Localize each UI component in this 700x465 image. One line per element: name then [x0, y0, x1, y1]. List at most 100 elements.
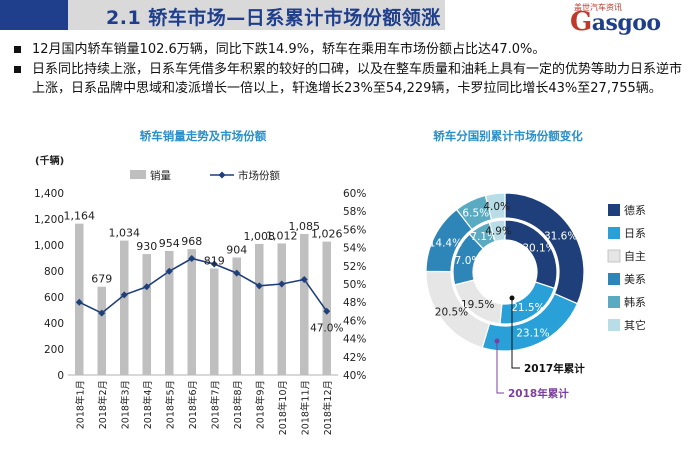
x-axis-tick-label: 2018年12月 — [322, 380, 334, 435]
left-axis-unit-label: (千辆) — [35, 154, 64, 167]
right-axis-tick-label: 40% — [343, 370, 366, 382]
bar-sales — [254, 243, 264, 375]
donut-value-label: 23.1% — [516, 327, 549, 339]
callout-dot-2018 — [494, 338, 500, 344]
right-axis-tick-label: 50% — [343, 279, 366, 291]
share-point-marker — [233, 269, 241, 277]
x-axis-tick-label: 2018年8月 — [232, 380, 244, 429]
share-point-marker — [120, 291, 128, 299]
right-axis-tick-label: 60% — [343, 188, 366, 200]
gasgoo-logo: 盖世汽车资讯 Gasgoo — [540, 2, 700, 37]
bar-sales — [299, 233, 309, 375]
donut-value-label: 19.5% — [461, 299, 494, 311]
donut-value-label: 14.4% — [429, 237, 462, 249]
bar-value-label: 1,164 — [64, 210, 96, 223]
donut-legend-label: 自主 — [624, 250, 646, 263]
header-accent-block — [0, 0, 68, 30]
donut-legend-swatch — [607, 249, 621, 263]
right-axis-tick-label: 42% — [343, 352, 366, 364]
ring-label-2018: 2018年累计 — [508, 387, 569, 400]
left-axis-tick-label: 800 — [44, 266, 64, 278]
callout-line-2018 — [496, 341, 504, 394]
bar-value-label: 1,026 — [311, 228, 343, 241]
charts-svg: 轿车销量走势及市场份额 (千辆) 销量 市场份额 0 200 400 600 800 1,000 1… — [34, 129, 646, 435]
donut-legend-swatch — [608, 227, 620, 239]
donut-chart-title: 轿车分国别累计市场份额变化 — [433, 129, 583, 143]
share-end-value-label: 47.0% — [310, 322, 343, 334]
bar-sales — [119, 240, 129, 375]
left-axis-tick-label: 600 — [44, 292, 64, 304]
bullet-item: 12月国内轿车销量102.6万辆，同比下跌14.9%，轿车在乘用车市场份额占比达… — [14, 40, 694, 60]
bar-value-label: 904 — [226, 243, 247, 256]
bullet-square-icon — [14, 65, 21, 73]
logo-wordmark: Gasgoo — [570, 7, 661, 37]
bullet-list: 12月国内轿车销量102.6万辆，同比下跌14.9%，轿车在乘用车市场份额占比达… — [14, 40, 694, 99]
donut-legend-swatch — [608, 273, 620, 285]
bullet-text: 日系同比持续上涨，日系车凭借多年积累的较好的口碑，以及在整车质量和油耗上具有一定… — [32, 61, 683, 97]
legend-marker-line — [218, 171, 226, 179]
donut-value-label: 20.5% — [435, 306, 468, 318]
callout-dot-2017 — [509, 295, 515, 301]
bar-sales — [142, 254, 152, 375]
donut-legend-swatch — [608, 204, 620, 216]
donut-value-label: 6.5% — [462, 207, 489, 219]
bar-sales — [277, 243, 287, 375]
ring-label-2017: 2017年累计 — [524, 362, 585, 375]
donut-value-label: 30.1% — [522, 242, 555, 254]
charts-area: 轿车销量走势及市场份额 (千辆) 销量 市场份额 0 200 400 600 800 1,000 1… — [0, 128, 700, 465]
right-axis-tick-label: 58% — [343, 206, 366, 218]
x-axis-tick-label: 2018年5月 — [164, 380, 176, 429]
legend-swatch-bar — [130, 170, 146, 179]
bar-value-label: 679 — [91, 273, 112, 286]
donut-legend-label: 其它 — [624, 318, 646, 332]
callout-line-2017 — [511, 298, 520, 369]
line-market-share — [78, 257, 328, 315]
donut-legend-label: 德系 — [624, 203, 646, 217]
header-band — [0, 0, 445, 30]
bar-value-label: 1,008 — [244, 230, 276, 243]
logo-tagline: 盖世汽车资讯 — [574, 3, 622, 12]
donut-value-label: 4.9% — [485, 225, 512, 237]
share-point-marker — [210, 260, 218, 268]
donut-value-label: 7.1% — [470, 231, 497, 243]
left-axis-tick-label: 1,400 — [34, 188, 64, 200]
slide-title: 2.1 轿车市场—日系累计市场份额领涨 — [106, 7, 441, 29]
bar-sales — [187, 249, 197, 375]
right-axis-tick-label: 46% — [343, 315, 366, 327]
donut-slice-outer — [484, 192, 506, 221]
share-point-marker — [278, 280, 286, 288]
x-axis-tick-label: 2018年11月 — [299, 380, 311, 435]
bar-value-label: 968 — [181, 235, 202, 248]
donut-legend-swatch — [608, 296, 620, 308]
share-point-marker — [98, 309, 106, 317]
bar-sales — [232, 257, 242, 375]
x-axis-tick-label: 2018年2月 — [97, 380, 109, 429]
bar-value-label: 1,034 — [109, 227, 141, 240]
left-axis-tick-label: 400 — [44, 318, 64, 330]
donut-legend-label: 美系 — [624, 273, 646, 286]
right-axis-tick-label: 48% — [343, 297, 366, 309]
share-point-marker — [188, 255, 196, 263]
bar-sales — [97, 286, 107, 375]
slide-header: 2.1 轿车市场—日系累计市场份额领涨 盖世汽车资讯 Gasgoo — [0, 0, 700, 37]
share-point-marker — [165, 267, 173, 275]
left-axis-tick-label: 1,000 — [34, 240, 64, 252]
x-axis-tick-label: 2018年6月 — [187, 380, 199, 429]
left-axis-tick-label: 200 — [44, 344, 64, 356]
share-point-marker — [255, 282, 263, 290]
right-axis-tick-label: 52% — [343, 261, 366, 273]
x-axis-tick-label: 2018年1月 — [74, 380, 86, 429]
donut-legend-swatch — [608, 319, 620, 331]
bar-value-label: 1,085 — [289, 220, 321, 233]
donut-value-label: 17.0% — [448, 255, 481, 267]
donut-value-label: 4.0% — [483, 201, 510, 213]
right-axis-tick-label: 54% — [343, 243, 366, 255]
x-axis-tick-label: 2018年10月 — [277, 380, 289, 435]
legend-label-sales: 销量 — [150, 169, 171, 182]
bar-value-label: 819 — [204, 255, 225, 268]
x-axis-tick-label: 2018年9月 — [254, 380, 266, 429]
bar-sales — [164, 250, 174, 375]
x-axis-tick-label: 2018年7月 — [209, 380, 221, 429]
share-point-marker — [143, 283, 151, 291]
x-axis-tick-label: 2018年3月 — [119, 380, 131, 429]
